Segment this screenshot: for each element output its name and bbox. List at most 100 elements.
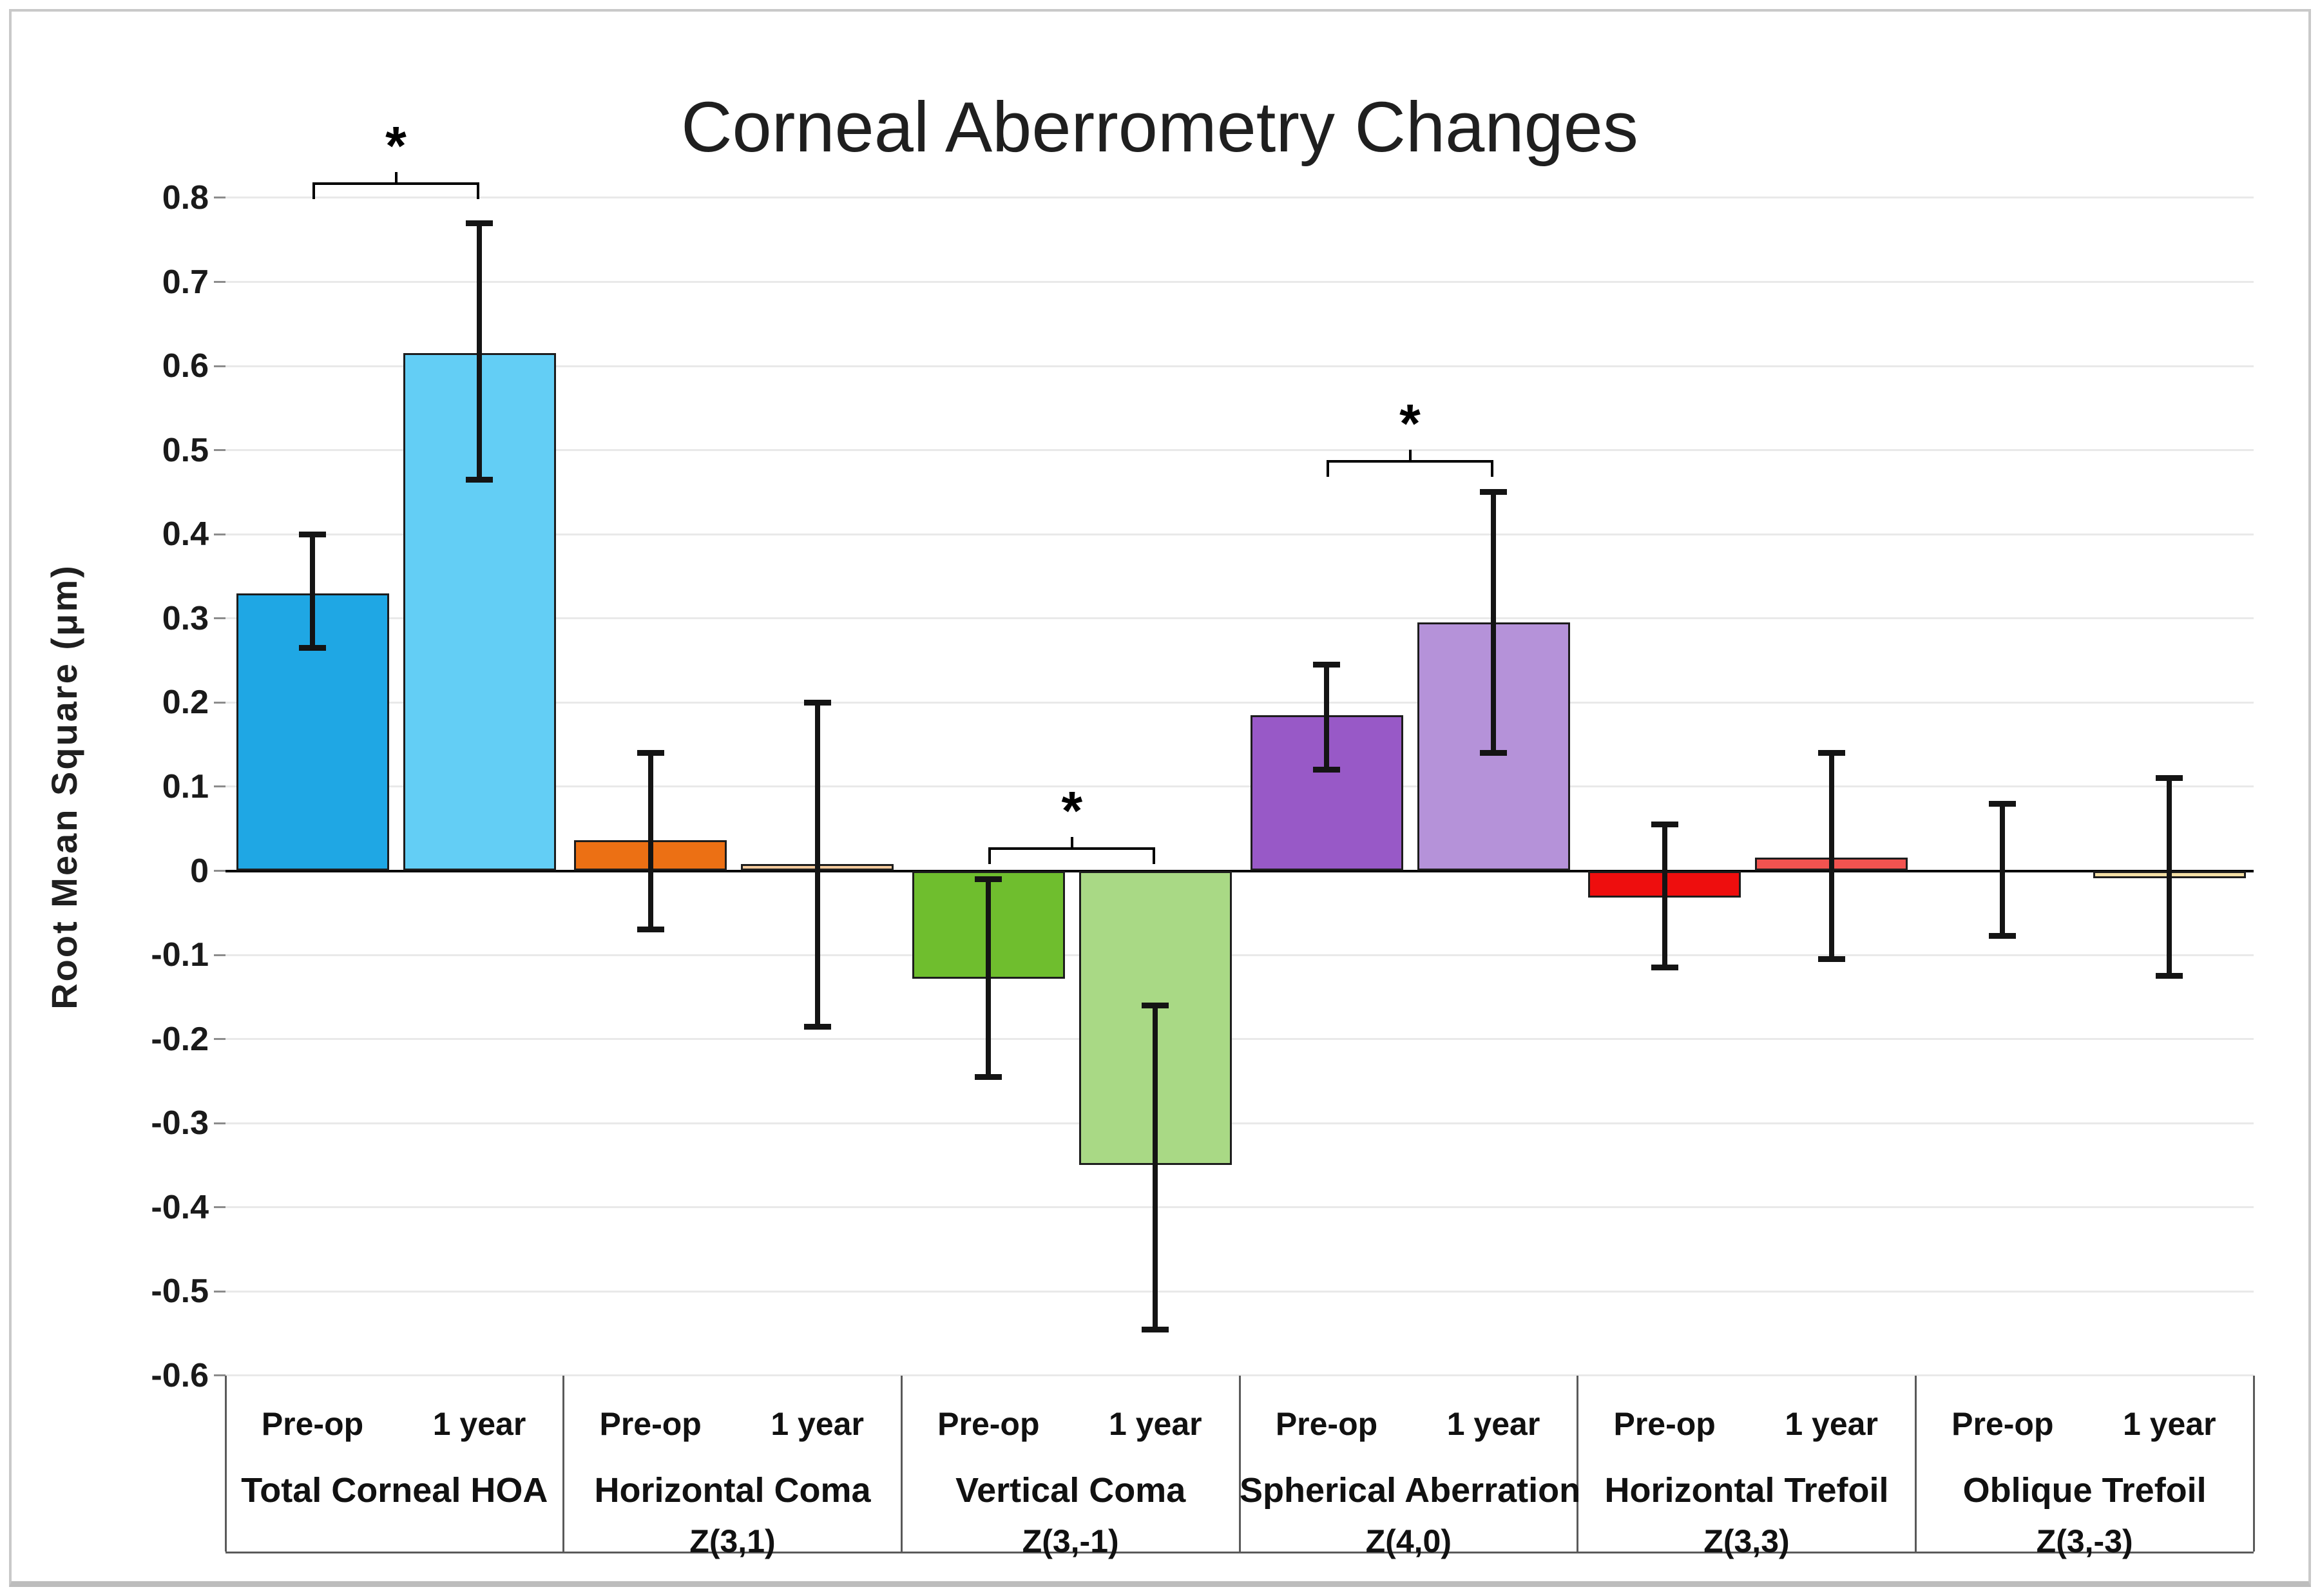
y-axis-tick (214, 701, 225, 704)
y-axis-tick (214, 1290, 225, 1293)
series-label: Pre-op (1613, 1406, 1716, 1442)
significance-bracket (988, 847, 1156, 850)
y-axis-tick-label: -0.4 (151, 1188, 209, 1226)
error-bar-stem (647, 753, 653, 930)
gridline (225, 785, 2254, 788)
gridline (225, 1122, 2254, 1124)
error-bar-cap-bottom (803, 1023, 831, 1030)
series-label: Pre-op (937, 1406, 1040, 1442)
y-axis-tick-label: 0 (190, 852, 209, 890)
series-label: Pre-op (261, 1406, 364, 1442)
error-bar-cap-top (466, 220, 493, 226)
y-axis-tick-label: 0.3 (162, 599, 209, 637)
y-axis-tick (214, 1206, 225, 1209)
error-bar-cap-bottom (1817, 956, 1845, 963)
y-axis-tick (214, 533, 225, 535)
y-axis-tick (214, 197, 225, 199)
y-axis-tick-label: 0.8 (162, 178, 209, 216)
significance-bracket-center-tick (394, 172, 398, 183)
y-axis-tick (214, 1374, 225, 1377)
series-label: Pre-op (599, 1406, 702, 1442)
error-bar-cap-top (1989, 800, 2017, 807)
error-bar-cap-bottom (466, 476, 493, 483)
gridline (225, 617, 2254, 620)
error-bar-cap-bottom (1651, 965, 1678, 971)
significance-star: * (1399, 393, 1421, 454)
error-bar-stem (1153, 1005, 1158, 1330)
y-axis-tick (214, 1038, 225, 1041)
zernike-label: Z(3,1) (689, 1523, 776, 1559)
error-bar-cap-bottom (299, 644, 326, 651)
error-bar-cap-top (975, 876, 1002, 883)
zernike-label: Z(3,3) (1703, 1523, 1790, 1559)
error-bar-stem (310, 534, 315, 648)
error-bar-cap-top (1480, 489, 1507, 495)
significance-bracket (312, 182, 479, 186)
error-bar-stem (1662, 824, 1667, 968)
error-bar-cap-bottom (1142, 1326, 1169, 1332)
series-label: 1 year (771, 1406, 864, 1442)
error-bar-cap-bottom (637, 927, 664, 933)
error-bar-cap-top (637, 750, 664, 756)
category-axis-bottom-line (225, 1552, 2254, 1553)
gridline (225, 1290, 2254, 1293)
gridline (225, 281, 2254, 283)
y-axis-tick (214, 365, 225, 367)
significance-bracket-end (477, 182, 479, 200)
category-separator (2252, 1375, 2255, 1552)
gridline (225, 197, 2254, 199)
y-axis-tick (214, 1122, 225, 1124)
gridline (225, 701, 2254, 704)
category-label: Vertical Coma (955, 1471, 1186, 1510)
error-bar-cap-top (803, 699, 831, 706)
category-separator (562, 1375, 565, 1552)
y-axis-tick-label: 0.2 (162, 684, 209, 722)
category-label: Horizontal Coma (594, 1471, 871, 1510)
error-bar-cap-top (1817, 750, 1845, 756)
gridline (225, 365, 2254, 367)
category-separator (1577, 1375, 1579, 1552)
y-axis-tick (214, 617, 225, 620)
series-label: Pre-op (1275, 1406, 1378, 1442)
error-bar-stem (477, 223, 482, 480)
category-separator (1914, 1375, 1917, 1552)
error-bar-stem (1324, 664, 1329, 770)
error-bar-cap-top (299, 531, 326, 537)
error-bar-stem (2000, 803, 2006, 936)
significance-bracket-end (312, 182, 315, 200)
series-label: 1 year (1446, 1406, 1540, 1442)
series-label: Pre-op (1951, 1406, 2054, 1442)
y-axis-tick-label: 0.7 (162, 263, 209, 301)
significance-bracket-end (988, 847, 992, 864)
y-axis-tick-label: -0.5 (151, 1273, 209, 1311)
error-bar-stem (986, 879, 992, 1077)
significance-bracket-center-tick (1408, 450, 1412, 461)
y-axis-tick (214, 281, 225, 283)
y-axis-tick-label: 0.6 (162, 347, 209, 385)
y-axis-tick-label: -0.6 (151, 1356, 209, 1394)
category-separator (1238, 1375, 1241, 1552)
significance-bracket-center-tick (1070, 836, 1073, 847)
gridline (225, 533, 2254, 535)
category-separator (224, 1375, 227, 1552)
y-axis-tick-label: -0.3 (151, 1104, 209, 1142)
category-label: Oblique Trefoil (1962, 1471, 2207, 1510)
zero-axis-line (225, 869, 2254, 872)
significance-star: * (385, 115, 407, 177)
error-bar-stem (1491, 492, 1496, 753)
error-bar-cap-bottom (2156, 973, 2183, 979)
significance-bracket (1327, 460, 1493, 463)
series-label: 1 year (1109, 1406, 1202, 1442)
zernike-label: Z(3,-1) (1022, 1523, 1119, 1559)
chart-title: Corneal Aberrometry Changes (681, 88, 1638, 167)
y-axis-tick-label: 0.1 (162, 767, 209, 805)
category-label: Spherical Aberration (1240, 1471, 1581, 1510)
zernike-label: Z(4,0) (1365, 1523, 1452, 1559)
y-axis-tick (214, 954, 225, 956)
y-axis-tick-label: -0.1 (151, 936, 209, 974)
category-separator (900, 1375, 903, 1552)
gridline (225, 1206, 2254, 1209)
significance-bracket-end (1327, 460, 1329, 477)
significance-bracket-end (1153, 847, 1156, 864)
